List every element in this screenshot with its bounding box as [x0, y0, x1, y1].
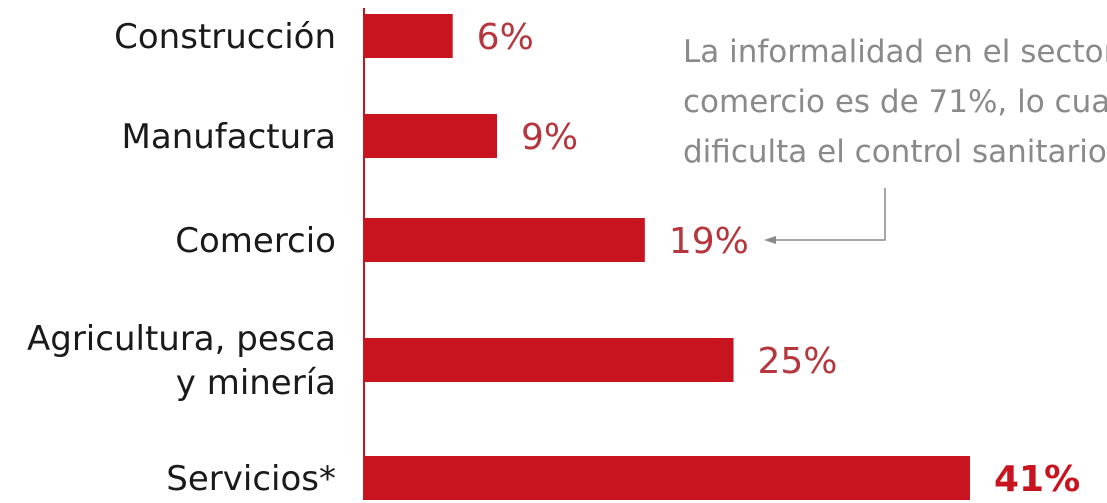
bar-0 [364, 14, 453, 58]
category-label-3-line-0: Agricultura, pesca [27, 319, 336, 359]
annotation-connector [776, 188, 886, 241]
category-label-3-line-1: y minería [176, 363, 336, 403]
bar-2 [364, 218, 645, 262]
category-label-4: Servicios* [166, 459, 336, 499]
value-label-2: 19% [669, 221, 749, 262]
value-label-3: 25% [758, 341, 838, 382]
category-label-1: Manufactura [122, 117, 336, 157]
annotation-line-2: dificulta el control sanitario [683, 134, 1107, 170]
bar-3 [364, 338, 734, 382]
annotation-line-0: La informalidad en el sector [683, 34, 1107, 70]
bar-4 [364, 456, 970, 500]
annotation-line-1: comercio es de 71%, lo cual [683, 84, 1107, 120]
category-label-2: Comercio [175, 221, 336, 261]
value-label-0: 6% [477, 17, 534, 58]
bar-1 [364, 114, 498, 158]
value-label-4: 41% [994, 459, 1080, 500]
value-label-1: 9% [521, 117, 578, 158]
annotation-arrowhead [764, 236, 776, 244]
category-label-0: Construcción [114, 17, 336, 57]
